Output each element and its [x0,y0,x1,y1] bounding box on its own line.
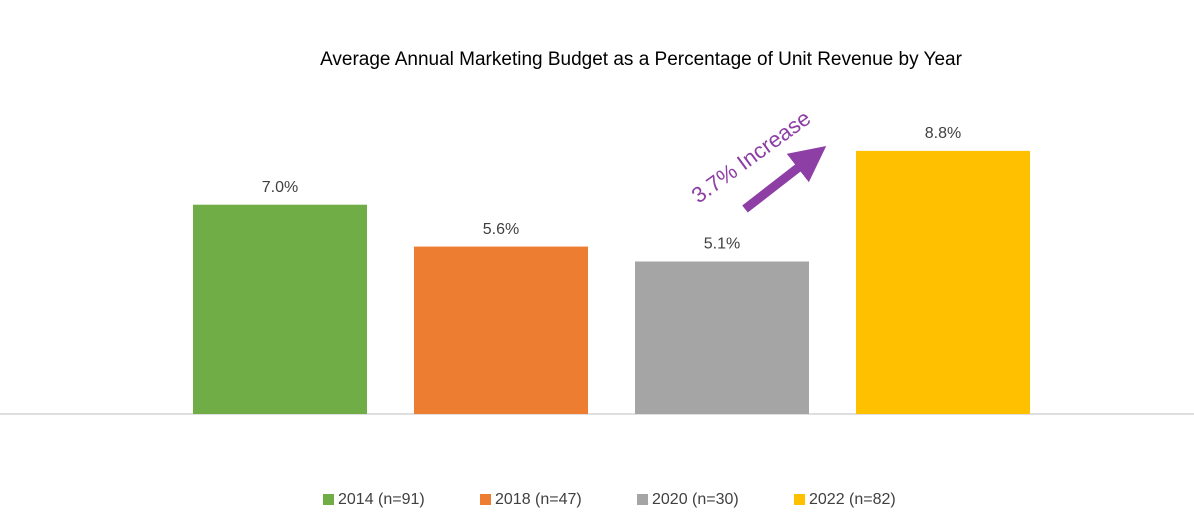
legend-swatch [637,494,648,505]
data-label: 5.6% [483,221,519,238]
arrow [742,145,827,213]
legend-swatch [323,494,334,505]
legend-label: 2022 (n=82) [809,491,896,508]
bar [856,150,1030,414]
data-label: 7.0% [262,179,298,196]
legend-swatch [480,494,491,505]
bar [635,261,809,414]
bar [193,204,367,414]
bar [414,246,588,414]
data-label: 5.1% [704,236,740,253]
annotation: 3.7% Increase [687,105,815,208]
data-label: 8.8% [925,125,961,142]
legend-label: 2014 (n=91) [338,491,425,508]
legend-label: 2018 (n=47) [495,491,582,508]
legend-label: 2020 (n=30) [652,491,739,508]
chart-title: Average Annual Marketing Budget as a Per… [320,49,963,70]
legend-swatch [794,494,805,505]
